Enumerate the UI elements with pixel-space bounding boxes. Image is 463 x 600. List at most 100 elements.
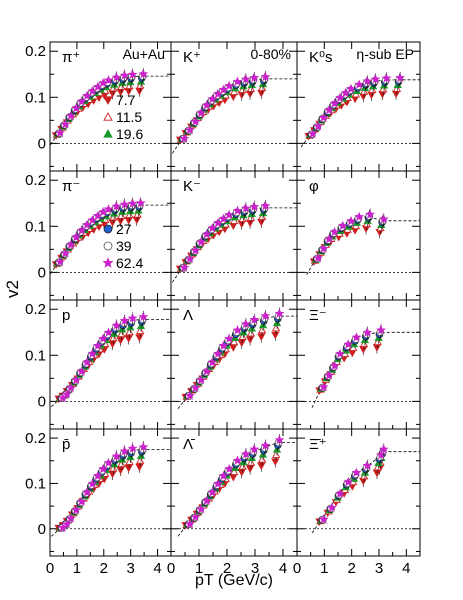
data-point [60, 248, 71, 258]
data-point [116, 466, 125, 475]
data-point [257, 455, 267, 463]
data-point [229, 87, 239, 96]
data-point [349, 343, 358, 352]
data-point [82, 487, 92, 497]
x-tick-label: 4 [279, 560, 287, 577]
data-point [213, 217, 223, 228]
data-point [125, 81, 134, 90]
x-tick-label: 4 [402, 560, 410, 577]
data-point [343, 476, 354, 487]
data-point [260, 71, 271, 82]
data-point [379, 84, 388, 93]
data-point [224, 333, 234, 343]
data-point [190, 382, 201, 393]
data-point [373, 462, 382, 471]
data-point [138, 311, 149, 322]
data-point [71, 232, 82, 242]
data-point [135, 197, 146, 208]
data-point [257, 212, 267, 221]
data-point [213, 478, 223, 489]
data-point [136, 81, 145, 89]
data-point [246, 328, 256, 337]
y-tick-label: 0 [38, 521, 46, 538]
data-point [127, 443, 138, 453]
data-point [119, 70, 130, 80]
x-tick-label: 3 [375, 560, 383, 577]
data-point [117, 329, 126, 338]
data-point [346, 83, 356, 93]
data-point [229, 216, 239, 225]
data-point [224, 463, 234, 474]
data-point [138, 441, 149, 452]
data-point [61, 389, 72, 399]
panel-6: φ [296, 170, 421, 301]
particle-label: φ [309, 178, 319, 195]
data-point [376, 325, 386, 335]
data-point [190, 511, 201, 522]
data-point [133, 210, 142, 218]
data-point [232, 76, 243, 86]
data-point [65, 239, 76, 249]
data-point [196, 504, 206, 514]
data-point [201, 495, 212, 505]
data-point [224, 80, 234, 91]
data-point [108, 340, 117, 349]
data-point [103, 75, 114, 85]
data-point [313, 121, 324, 131]
y-tick-label: 0.1 [25, 89, 46, 106]
data-point [329, 360, 340, 370]
panel-2: K⁺ 0-80% [170, 41, 298, 172]
data-point [229, 337, 239, 346]
y-tick-label: 0 [38, 393, 46, 410]
data-point [324, 370, 335, 380]
data-point [127, 313, 138, 323]
data-point [117, 459, 126, 468]
data-point [111, 451, 122, 461]
data-point [60, 119, 71, 129]
data-point [92, 340, 103, 350]
legend-marker [102, 257, 114, 268]
data-point [271, 323, 281, 332]
panel-8: Λ [170, 299, 298, 430]
data-point [260, 440, 271, 450]
data-point [109, 83, 118, 92]
particle-label: K⁰s [309, 49, 333, 66]
data-point [224, 209, 234, 220]
data-point [179, 133, 190, 143]
data-point [329, 98, 340, 108]
data-point [324, 234, 335, 244]
particle-label: π⁻ [62, 178, 80, 195]
particle-label: p [62, 307, 70, 324]
y-tick-label: 0.1 [25, 218, 46, 235]
data-point [249, 201, 260, 212]
data-point [136, 321, 146, 330]
x-tick-label: 0 [293, 560, 301, 577]
data-point [329, 226, 340, 237]
data-point [109, 333, 118, 342]
data-point [313, 252, 324, 263]
data-point [196, 374, 206, 385]
data-point [326, 502, 337, 512]
data-point [87, 348, 98, 359]
data-point [232, 325, 243, 335]
legend-marker [103, 96, 113, 105]
data-point [378, 444, 389, 454]
data-point [98, 206, 108, 217]
data-point [76, 496, 87, 506]
x-tick-label: 2 [347, 560, 355, 577]
data-point [241, 74, 251, 84]
data-point [125, 327, 134, 336]
data-point [271, 450, 281, 458]
data-point [103, 457, 114, 468]
data-point [318, 381, 329, 392]
data-point [381, 73, 392, 83]
data-point [307, 128, 318, 139]
panel-grid: 0 0.1 0.2 π⁺ 7.711.519.6 Au+Au K⁺ 0-80% K⁰s η-sub… [25, 41, 421, 577]
data-point [185, 518, 195, 529]
data-point [218, 340, 229, 350]
x-tick-label: 3 [251, 560, 259, 577]
data-point [111, 201, 122, 211]
data-point [229, 467, 239, 476]
data-point [55, 256, 65, 267]
